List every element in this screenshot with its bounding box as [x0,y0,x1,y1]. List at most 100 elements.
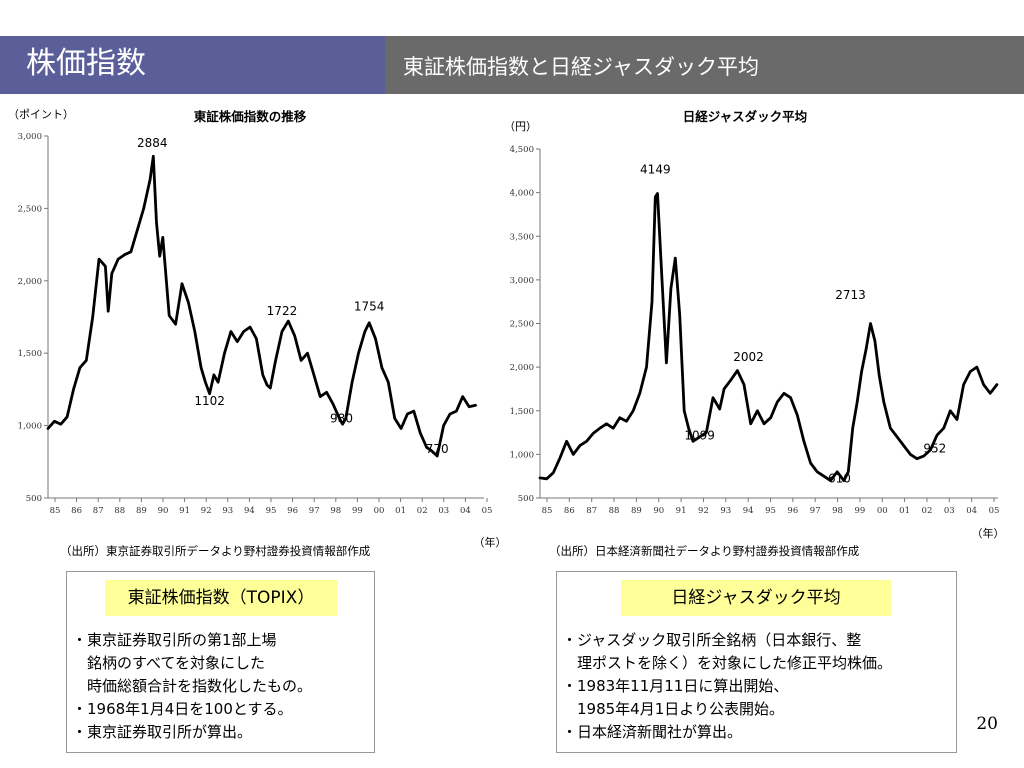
jasdaq-x-tick-label: 91 [676,506,687,516]
topix-x-tick-label: 94 [244,506,255,516]
jasdaq-info-box: 日経ジャスダック平均 ・ジャスダック取引所全銘柄（日本銀行、整 理ポストを除く）… [556,571,957,753]
jasdaq-box-label: 日経ジャスダック平均 [621,580,891,616]
list-item: ・ジャスダック取引所全銘柄（日本銀行、整 [562,631,862,649]
topix-y-tick-label: 3,000 [18,132,42,142]
topix-x-tick-label: 90 [158,506,169,516]
topix-y-tick-label: 2,500 [18,204,42,214]
topix-x-tick-label: 04 [460,506,471,516]
topix-y-axis-label: （ポイント） [8,108,74,121]
page-subtitle: 東証株価指数と日経ジャスダック平均 [403,55,759,79]
jasdaq-x-tick-label: 96 [787,506,798,516]
jasdaq-y-tick-label: 2,500 [510,320,534,330]
jasdaq-chart-title: 日経ジャスダック平均 [683,109,807,124]
list-item: 時価総額合計を指数化したもの。 [72,677,313,695]
jasdaq-bullet-list: ・ジャスダック取引所全銘柄（日本銀行、整 理ポストを除く）を対象にした修正平均株… [562,629,892,744]
topix-x-tick-label: 03 [438,506,449,516]
jasdaq-x-tick-label: 99 [854,506,865,516]
jasdaq-x-tick-label: 04 [966,506,977,516]
jasdaq-x-tick-label: 94 [743,506,754,516]
jasdaq-x-tick-label: 92 [698,506,709,516]
list-item: 1985年4月1日より公表開始。 [562,700,784,718]
topix-data-label: 1754 [354,299,385,313]
topix-x-tick-label: 87 [93,506,104,516]
list-item: 銘柄のすべてを対象にした [72,654,266,672]
left-chart-source: （出所）東京証券取引所データより野村證券投資情報部作成 [60,544,371,558]
topix-x-tick-label: 96 [287,506,298,516]
jasdaq-y-tick-label: 1,500 [510,407,534,417]
topix-info-box: 東証株価指数（TOPIX） ・東京証券取引所の第1部上場 銘柄のすべてを対象にし… [66,571,375,753]
jasdaq-y-tick-label: 500 [518,494,534,504]
topix-x-tick-label: 93 [222,506,233,516]
jasdaq-x-tick-label: 86 [564,506,575,516]
page-number: 20 [976,714,998,734]
topix-x-tick-label: 02 [417,506,428,516]
topix-x-tick-label: 97 [309,506,320,516]
topix-data-label: 770 [426,442,449,456]
jasdaq-x-tick-label: 85 [542,506,553,516]
topix-box-label: 東証株価指数（TOPIX） [105,580,337,616]
topix-x-tick-label: 89 [136,506,147,516]
jasdaq-x-tick-label: 02 [922,506,933,516]
jasdaq-x-tick-label: 01 [899,506,910,516]
jasdaq-x-tick-label: 00 [877,506,888,516]
topix-y-tick-label: 1,500 [18,349,42,359]
topix-x-tick-label: 88 [114,506,125,516]
topix-y-tick-label: 500 [26,494,42,504]
topix-x-tick-label: 86 [71,506,82,516]
list-item: ・東京証券取引所の第1部上場 [72,631,277,649]
list-item: ・日本経済新聞社が算出。 [562,723,743,741]
jasdaq-data-label: 1099 [684,429,715,443]
jasdaq-data-label: 610 [828,471,851,485]
jasdaq-data-label: 952 [923,442,946,456]
topix-series-line [46,154,477,458]
jasdaq-y-tick-label: 3,500 [510,232,534,242]
jasdaq-y-tick-label: 1,000 [510,450,534,460]
list-item: ・東京証券取引所が算出。 [72,723,253,741]
topix-y-tick-label: 1,000 [18,422,42,432]
jasdaq-series-line [538,192,999,482]
jasdaq-x-tick-label: 03 [944,506,955,516]
header-title-bar: 株価指数 [0,36,385,94]
jasdaq-x-axis-label: （年） [972,526,1005,540]
jasdaq-y-tick-label: 4,500 [510,145,534,155]
topix-x-tick-label: 85 [50,506,61,516]
jasdaq-y-tick-label: 4,000 [510,189,534,199]
list-item: ・1968年1月4日を100とする。 [72,700,293,718]
topix-x-tick-label: 91 [179,506,190,516]
page-title: 株価指数 [26,46,146,81]
topix-x-tick-label: 95 [266,506,277,516]
header-subtitle-bar: 東証株価指数と日経ジャスダック平均 [385,36,1024,94]
list-item: ・1983年11月11日に算出開始、 [562,677,789,695]
jasdaq-x-tick-label: 98 [832,506,843,516]
topix-y-tick-label: 2,000 [18,277,42,287]
jasdaq-y-tick-label: 3,000 [510,276,534,286]
topix-x-axis-label: （年） [474,535,507,549]
jasdaq-y-tick-label: 2,000 [510,363,534,373]
jasdaq-x-tick-label: 93 [720,506,731,516]
topix-x-tick-label: 05 [482,506,493,516]
jasdaq-x-tick-label: 90 [653,506,664,516]
topix-data-label: 1722 [267,304,298,318]
topix-data-label: 980 [330,411,353,425]
jasdaq-x-tick-label: 97 [810,506,821,516]
jasdaq-y-axis-label: （円） [504,120,537,133]
topix-bullet-list: ・東京証券取引所の第1部上場 銘柄のすべてを対象にした 時価総額合計を指数化した… [72,629,312,744]
list-item: 理ポストを除く）を対象にした修正平均株価。 [562,654,893,672]
jasdaq-x-tick-label: 87 [586,506,597,516]
topix-x-tick-label: 92 [201,506,212,516]
jasdaq-data-label: 4149 [640,163,671,177]
topix-x-tick-label: 99 [352,506,363,516]
topix-chart-title: 東証株価指数の推移 [194,109,307,124]
jasdaq-x-tick-label: 95 [765,506,776,516]
right-chart-source: （出所）日本経済新聞社データより野村證券投資情報部作成 [549,544,860,558]
jasdaq-x-tick-label: 88 [609,506,620,516]
topix-data-label: 1102 [194,394,225,408]
jasdaq-data-label: 2002 [733,350,764,364]
topix-x-tick-label: 01 [395,506,406,516]
topix-x-tick-label: 98 [330,506,341,516]
topix-x-tick-label: 00 [374,506,385,516]
jasdaq-x-tick-label: 89 [631,506,642,516]
jasdaq-x-tick-label: 05 [989,506,1000,516]
topix-data-label: 2884 [137,136,168,150]
